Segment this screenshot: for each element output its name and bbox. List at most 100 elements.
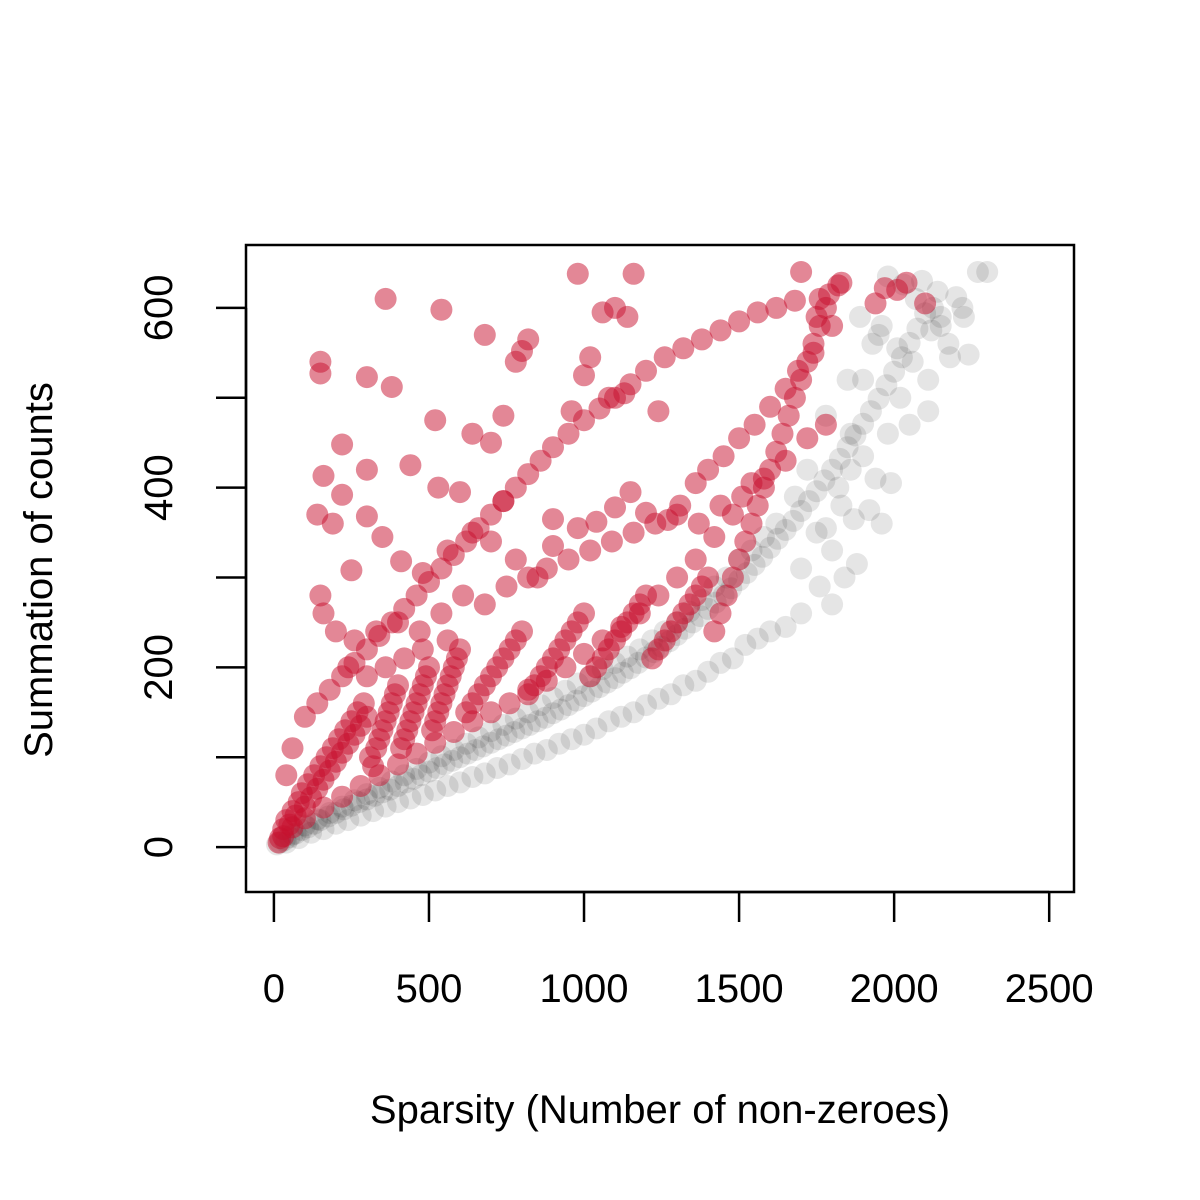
data-point [498,692,521,715]
data-point [790,261,813,283]
data-point [411,638,434,661]
data-point [534,706,557,729]
data-point [697,660,720,683]
y-axis-title: Summation of counts [17,382,61,758]
data-point [734,633,757,656]
data-point [355,366,378,389]
data-point [410,764,433,787]
data-point [777,404,800,427]
data-point [937,332,960,355]
data-point [591,301,614,324]
data-point [517,566,540,589]
data-point [783,485,806,508]
data-point [728,310,751,333]
data-point [461,422,484,445]
data-point [424,731,447,754]
y-axis: 0 200 400 600 [137,275,248,858]
data-point [267,831,290,854]
data-point [715,584,738,607]
data-point [517,701,540,724]
data-point [818,283,840,306]
data-point [842,508,865,531]
data-point [473,593,496,616]
data-point [765,512,788,535]
data-point [774,449,797,472]
series-0 [266,261,999,856]
data-point [331,483,354,506]
data-point [542,686,564,709]
data-point [659,683,682,706]
data-point [418,760,440,783]
x-axis: 0 500 1000 1500 2000 2500 [263,890,1094,1011]
data-point [424,409,447,432]
data-point [495,575,518,598]
data-point [503,721,526,743]
data-point [355,458,378,481]
data-point [808,575,831,598]
data-point [644,512,667,535]
data-point [821,458,844,481]
data-point [821,539,844,562]
data-point [813,469,836,492]
data-point [734,530,757,553]
data-point [449,481,471,504]
data-point [387,753,409,776]
data-point [480,731,502,754]
data-point [774,377,797,400]
data-point [833,566,856,589]
data-point [411,784,434,806]
data-point [523,742,546,765]
data-point [393,647,416,670]
data-point [616,305,639,328]
data-point [746,301,769,324]
data-point [348,791,371,814]
x-tick-label: 500 [396,967,463,1011]
data-point [526,710,549,733]
data-point [890,346,913,369]
data-point [805,305,828,328]
data-point [331,433,354,456]
data-point [604,496,626,519]
data-point [647,687,670,710]
data-point [464,739,487,761]
data-point [436,775,459,797]
data-point [858,499,881,522]
data-point [672,674,695,697]
data-point [917,368,940,391]
data-point [456,742,479,765]
data-point [355,665,378,688]
data-point [573,602,595,625]
data-point [399,787,422,810]
data-point [554,679,577,702]
data-point [616,645,639,668]
data-point [394,771,417,794]
data-point [549,698,572,721]
x-tick-label: 2000 [850,967,939,1011]
data-point [371,526,394,548]
data-point [743,413,766,436]
x-tick-label: 2500 [1005,967,1094,1011]
data-point [441,749,464,772]
data-point [597,710,620,733]
data-point [324,620,347,643]
data-point [876,422,899,445]
data-point [697,566,720,589]
data-point [703,620,726,643]
data-point [610,615,633,638]
data-point [740,472,763,495]
data-point [495,724,518,747]
data-point [721,566,744,589]
data-point [408,620,431,643]
data-point [337,809,360,832]
series-1 [267,261,937,854]
data-point [309,584,332,607]
data-point [814,517,837,540]
data-point [783,289,806,312]
data-point [343,629,366,652]
data-point [349,775,372,797]
data-point [511,748,533,770]
y-tick-label: 0 [137,836,181,858]
data-point [374,795,397,818]
data-point [864,467,887,490]
